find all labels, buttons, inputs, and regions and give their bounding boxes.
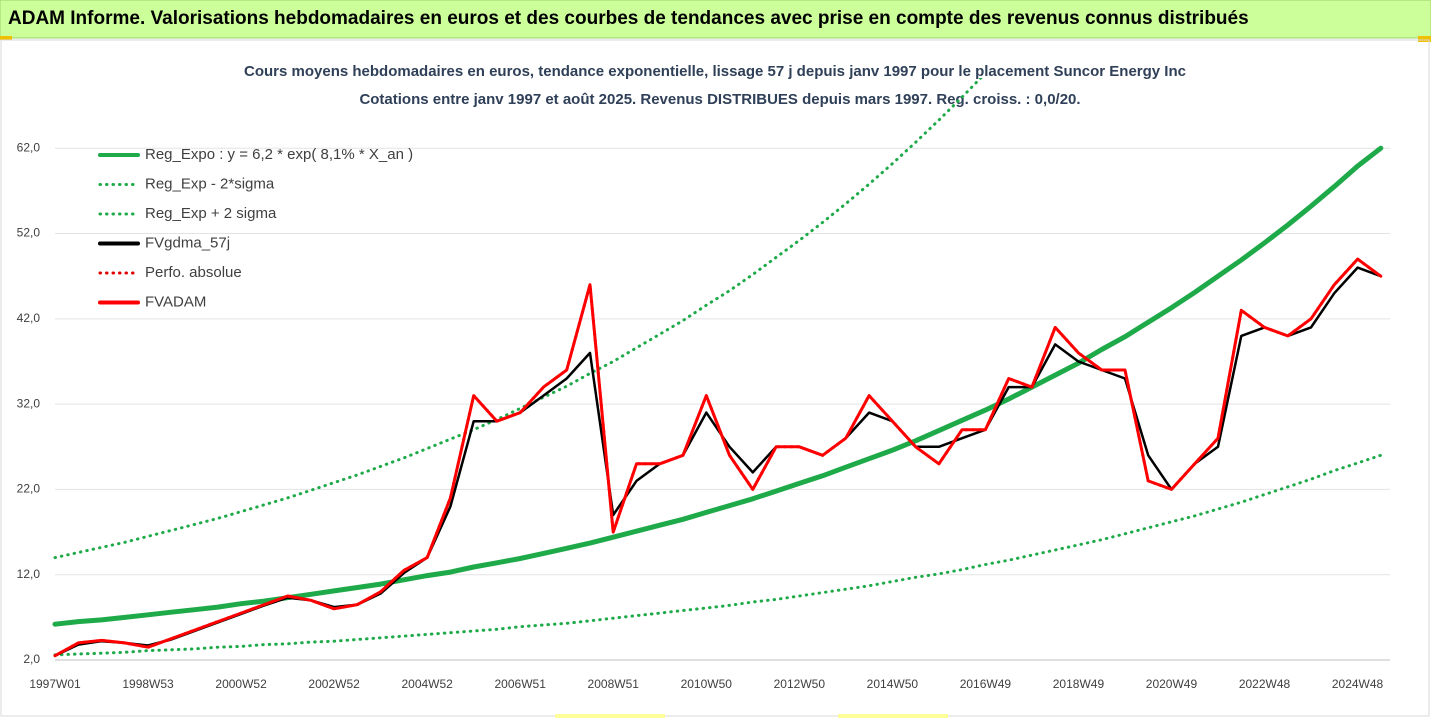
chart-subtitle: Cours moyens hebdomadaires en euros, ten… bbox=[244, 63, 1186, 80]
x-tick-label: 2002W52 bbox=[308, 677, 360, 691]
corner-mark bbox=[0, 36, 12, 40]
series-line bbox=[53, 453, 1383, 657]
legend-label: Reg_Exp + 2 sigma bbox=[145, 205, 277, 222]
footer-mark bbox=[555, 714, 665, 718]
y-tick-label: 22,0 bbox=[17, 482, 41, 496]
x-tick-label: 2006W51 bbox=[495, 677, 547, 691]
x-tick-label: 2024W48 bbox=[1332, 677, 1384, 691]
x-tick-label: 2014W50 bbox=[867, 677, 919, 691]
y-tick-label: 2,0 bbox=[23, 652, 40, 666]
plot-area bbox=[52, 78, 1390, 661]
chart-frame bbox=[0, 39, 1430, 717]
x-tick-label: 2010W50 bbox=[681, 677, 733, 691]
y-tick-label: 42,0 bbox=[17, 311, 41, 325]
legend-label: FVgdma_57j bbox=[145, 234, 230, 251]
y-tick-label: 52,0 bbox=[17, 226, 41, 240]
x-tick-label: 2022W48 bbox=[1239, 677, 1291, 691]
x-tick-label: 2020W49 bbox=[1146, 677, 1198, 691]
x-tick-label: 2004W52 bbox=[401, 677, 453, 691]
legend-label: FVADAM bbox=[145, 293, 206, 310]
x-tick-label: 2000W52 bbox=[215, 677, 267, 691]
series-line bbox=[53, 78, 983, 560]
title-banner bbox=[0, 0, 1431, 39]
x-tick-label: 1997W01 bbox=[29, 677, 81, 691]
series-line bbox=[53, 266, 1383, 657]
x-tick-label: 2012W50 bbox=[774, 677, 826, 691]
series-line bbox=[53, 257, 1383, 658]
x-tick-label: 2018W49 bbox=[1053, 677, 1105, 691]
chart-title: ADAM Informe. Valorisations hebdomadaire… bbox=[8, 8, 1249, 29]
chart-subtitle: Cotations entre janv 1997 et août 2025. … bbox=[359, 91, 1080, 108]
x-tick-label: 2016W49 bbox=[960, 677, 1012, 691]
x-tick-label: 1998W53 bbox=[122, 677, 174, 691]
legend-label: Perfo. absolue bbox=[145, 264, 242, 281]
y-tick-label: 62,0 bbox=[17, 140, 41, 154]
x-tick-label: 2008W51 bbox=[588, 677, 640, 691]
footer-mark bbox=[838, 714, 948, 718]
y-tick-label: 12,0 bbox=[17, 567, 41, 581]
corner-mark bbox=[1418, 36, 1431, 42]
y-tick-label: 32,0 bbox=[17, 396, 41, 410]
legend-label: Reg_Exp - 2*sigma bbox=[145, 175, 275, 192]
legend-label: Reg_Expo : y = 6,2 * exp( 8,1% * X_an ) bbox=[145, 146, 413, 163]
